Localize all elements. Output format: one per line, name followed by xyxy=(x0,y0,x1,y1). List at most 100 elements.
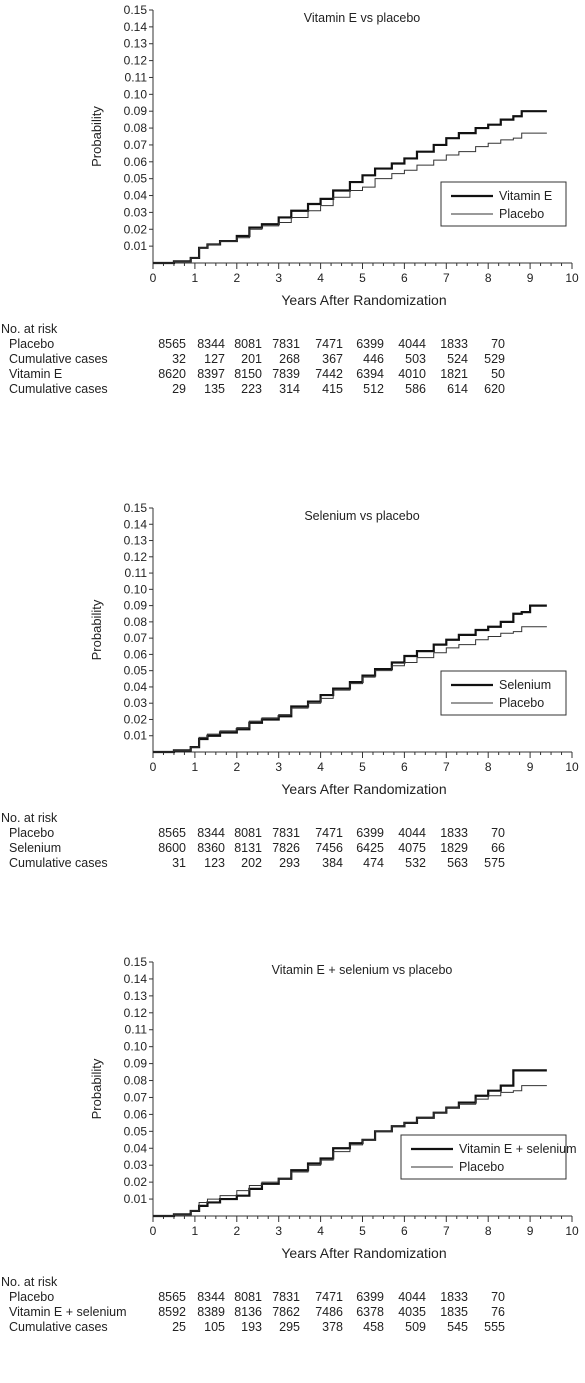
x-axis-label: Years After Randomization xyxy=(281,292,446,308)
x-tick-label: 0 xyxy=(150,760,157,774)
risk-cell: 70 xyxy=(491,337,505,351)
risk-cell: 503 xyxy=(405,352,426,366)
y-tick-label: 0.02 xyxy=(124,1175,148,1189)
risk-table-header: No. at risk xyxy=(1,1275,58,1289)
x-tick-label: 7 xyxy=(443,1224,450,1238)
x-tick-label: 8 xyxy=(485,271,492,285)
risk-cell: 8081 xyxy=(234,1290,262,1304)
risk-cell: 620 xyxy=(484,382,505,396)
legend: Selenium Placebo xyxy=(440,670,567,716)
legend-label: Placebo xyxy=(459,1160,504,1174)
x-tick-label: 5 xyxy=(359,271,366,285)
risk-cell: 8136 xyxy=(234,1305,262,1319)
risk-cell: 8565 xyxy=(158,337,186,351)
risk-cell: 555 xyxy=(484,1320,505,1334)
risk-row-label: Cumulative cases xyxy=(9,382,108,396)
risk-cell: 512 xyxy=(363,382,384,396)
risk-cell: 8565 xyxy=(158,1290,186,1304)
y-tick-label: 0.12 xyxy=(124,1006,148,1020)
risk-cell: 8565 xyxy=(158,826,186,840)
x-tick-label: 9 xyxy=(527,760,534,774)
risk-cell: 1821 xyxy=(440,367,468,381)
y-tick-label: 0.05 xyxy=(124,664,148,678)
risk-cell: 378 xyxy=(322,1320,343,1334)
y-tick-label: 0.08 xyxy=(124,121,148,135)
y-tick-label: 0.15 xyxy=(124,3,148,17)
y-tick-label: 0.10 xyxy=(124,1040,148,1054)
y-axis-label: Probability xyxy=(89,1058,104,1119)
x-axis-label: Years After Randomization xyxy=(281,781,446,797)
legend-label: Placebo xyxy=(499,207,544,221)
risk-cell: 8600 xyxy=(158,841,186,855)
risk-cell: 29 xyxy=(172,382,186,396)
x-tick-label: 0 xyxy=(150,1224,157,1238)
risk-cell: 8081 xyxy=(234,337,262,351)
risk-cell: 8389 xyxy=(197,1305,225,1319)
x-tick-label: 2 xyxy=(233,271,240,285)
risk-cell: 7831 xyxy=(272,337,300,351)
x-tick-label: 4 xyxy=(317,1224,324,1238)
x-axis-label: Years After Randomization xyxy=(281,1245,446,1261)
x-tick-label: 1 xyxy=(192,1224,199,1238)
x-tick-label: 9 xyxy=(527,1224,534,1238)
risk-cell: 66 xyxy=(491,841,505,855)
legend-label: Selenium xyxy=(499,678,551,692)
risk-cell: 7486 xyxy=(315,1305,343,1319)
x-tick-label: 4 xyxy=(317,760,324,774)
y-tick-label: 0.06 xyxy=(124,155,148,169)
risk-cell: 1833 xyxy=(440,1290,468,1304)
y-tick-label: 0.08 xyxy=(124,1074,148,1088)
risk-cell: 415 xyxy=(322,382,343,396)
risk-cell: 7456 xyxy=(315,841,343,855)
risk-table-header: No. at risk xyxy=(1,811,58,825)
chart-panel-2: Selenium vs placebo 0.01 0.02 0.03 0.04 0.05 0… xyxy=(1,501,579,870)
risk-cell: 7831 xyxy=(272,1290,300,1304)
y-tick-label: 0.13 xyxy=(124,37,148,51)
risk-cell: 70 xyxy=(491,1290,505,1304)
chart-title: Vitamin E vs placebo xyxy=(304,11,421,25)
risk-table-header: No. at risk xyxy=(1,322,58,336)
risk-cell: 614 xyxy=(447,382,468,396)
y-tick-label: 0.09 xyxy=(124,1057,148,1071)
x-tick-label: 2 xyxy=(233,760,240,774)
risk-cell: 7826 xyxy=(272,841,300,855)
risk-row-label: Placebo xyxy=(9,826,54,840)
risk-cell: 8344 xyxy=(197,1290,225,1304)
risk-cell: 524 xyxy=(447,352,468,366)
risk-cell: 8620 xyxy=(158,367,186,381)
risk-cell: 6399 xyxy=(356,337,384,351)
risk-row-label: Cumulative cases xyxy=(9,1320,108,1334)
x-tick-label: 7 xyxy=(443,760,450,774)
y-tick-label: 0.14 xyxy=(124,20,148,34)
risk-cell: 4044 xyxy=(398,337,426,351)
y-tick-label: 0.11 xyxy=(125,566,148,580)
y-tick-label: 0.04 xyxy=(124,189,148,203)
y-tick-label: 0.03 xyxy=(124,205,148,219)
risk-row-label: Placebo xyxy=(9,337,54,351)
risk-cell: 6425 xyxy=(356,841,384,855)
risk-cell: 8344 xyxy=(197,337,225,351)
risk-cell: 4044 xyxy=(398,826,426,840)
risk-row-label: Vitamin E xyxy=(9,367,62,381)
y-tick-label: 0.12 xyxy=(124,550,148,564)
x-tick-label: 6 xyxy=(401,760,408,774)
y-tick-label: 0.03 xyxy=(124,1158,148,1172)
x-tick-label: 0 xyxy=(150,271,157,285)
risk-cell: 458 xyxy=(363,1320,384,1334)
risk-cell: 509 xyxy=(405,1320,426,1334)
x-tick-label: 4 xyxy=(317,271,324,285)
chart-title: Vitamin E + selenium vs placebo xyxy=(272,963,453,977)
series-line-placebo xyxy=(153,132,547,264)
y-tick-label: 0.01 xyxy=(124,1192,148,1206)
y-tick-label: 0.10 xyxy=(124,582,148,596)
risk-cell: 1833 xyxy=(440,337,468,351)
y-tick-label: 0.01 xyxy=(124,239,148,253)
risk-cell: 575 xyxy=(484,856,505,870)
risk-row-label: Cumulative cases xyxy=(9,856,108,870)
risk-cell: 7471 xyxy=(315,826,343,840)
y-tick-label: 0.09 xyxy=(124,599,148,613)
